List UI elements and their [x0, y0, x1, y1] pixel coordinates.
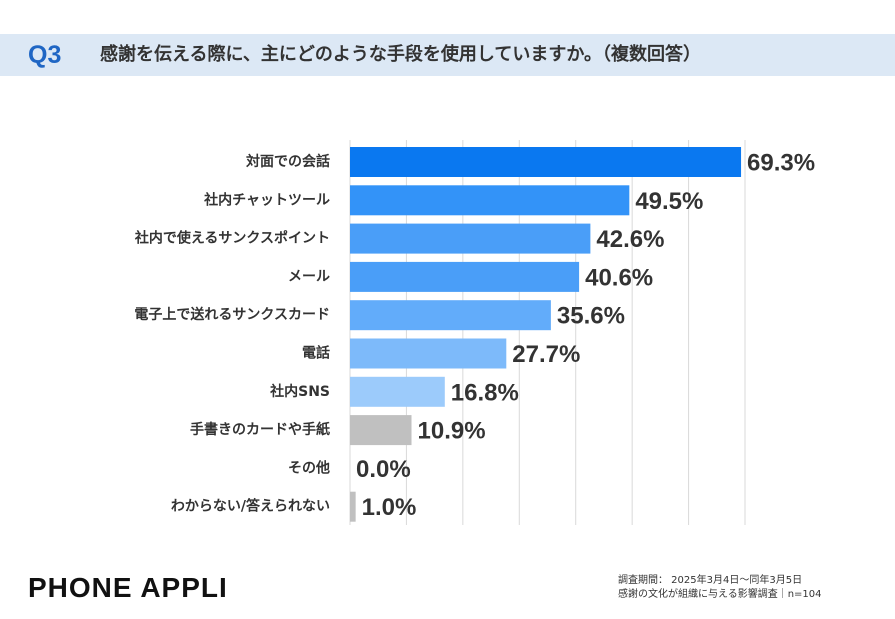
bar — [350, 415, 412, 446]
bar — [350, 300, 551, 331]
question-number: Q3 — [28, 41, 62, 69]
category-label: 手書きのカードや手紙 — [190, 421, 330, 438]
category-label: メール — [288, 269, 330, 285]
value-label: 16.8% — [451, 379, 519, 406]
value-label: 27.7% — [512, 341, 580, 368]
bar — [350, 491, 356, 522]
question-text: 感謝を伝える際に、主にどのような手段を使用していますか。（複数回答） — [100, 44, 702, 65]
category-label: 電話 — [302, 345, 330, 362]
value-label: 42.6% — [596, 226, 664, 253]
survey-name-sample: 感謝の文化が組織に与える影響調査｜n=104 — [618, 589, 822, 600]
category-label: 対面での会話 — [245, 153, 330, 170]
bar — [350, 185, 630, 216]
question-header: Q3 感謝を伝える際に、主にどのような手段を使用していますか。（複数回答） — [0, 34, 895, 76]
value-label: 35.6% — [557, 303, 625, 330]
bar — [350, 223, 591, 254]
survey-period: 調査期間： 2025年3月4日～同年3月5日 — [618, 575, 803, 586]
survey-footnote: 調査期間： 2025年3月4日～同年3月5日 感謝の文化が組織に与える影響調査｜… — [618, 574, 822, 602]
category-label: 社内チャットツール — [203, 191, 330, 208]
category-label: 社内SNS — [269, 383, 330, 400]
value-label: 40.6% — [585, 264, 653, 291]
bar — [350, 147, 742, 177]
chart-bars: 対面での会話 69.3% 社内チャットツール 49.5% 社内で使えるサンクスポイント 4… — [134, 147, 815, 522]
value-label: 69.3% — [747, 150, 815, 177]
bar — [350, 376, 445, 407]
value-label: 1.0% — [362, 494, 417, 521]
bar — [350, 261, 580, 292]
category-label: 社内で使えるサンクスポイント — [134, 230, 330, 247]
value-label: 10.9% — [418, 418, 486, 445]
category-label: その他 — [288, 459, 330, 476]
brand-logo: PHONE APPLI — [28, 572, 228, 603]
value-label: 0.0% — [356, 456, 411, 483]
bar-chart: 対面での会話 69.3% 社内チャットツール 49.5% 社内で使えるサンクスポイント 4… — [134, 140, 815, 525]
value-label: 49.5% — [635, 188, 703, 215]
bar — [350, 338, 507, 369]
category-label: 電子上で送れるサンクスカード — [134, 306, 330, 323]
category-label: わからない/答えられない — [171, 498, 330, 515]
